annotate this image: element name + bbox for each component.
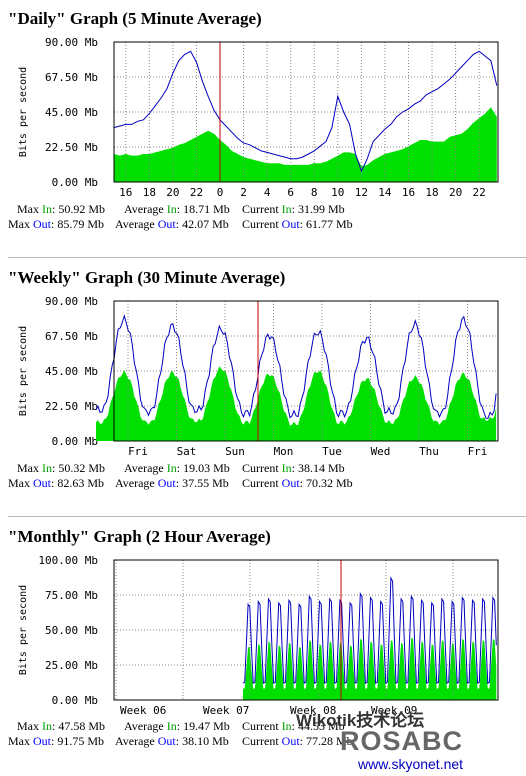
max-out-stat: Max Out: 85.79 Mb: [8, 217, 105, 231]
y-tick-label: 22.50 Mb: [45, 141, 98, 154]
out-traffic-line: [95, 314, 497, 419]
y-tick-label: 50.00 Mb: [45, 624, 98, 637]
x-tick-label: 20: [166, 186, 179, 199]
max-in-stat: Max In: 50.32 Mb: [17, 461, 106, 475]
x-tick-label: Mon: [274, 445, 294, 458]
x-tick-label: Sat: [177, 445, 197, 458]
average-out-stat: Average Out: 37.55 Mb: [115, 476, 229, 490]
watermark-line1: Wikotik技术论坛: [296, 711, 425, 730]
x-tick-label: 22: [473, 186, 486, 199]
y-tick-label: 90.00 Mb: [45, 295, 98, 308]
plot-frame: [113, 300, 499, 442]
x-tick-label: 4: [264, 186, 271, 199]
y-tick-label: 0.00 Mb: [52, 176, 98, 189]
x-tick-label: 12: [355, 186, 368, 199]
x-tick-label: Week 06: [120, 704, 166, 717]
average-in-stat: Average In: 19.47 Mb: [124, 719, 230, 733]
y-tick-label: 22.50 Mb: [45, 400, 98, 413]
x-tick-label: Week 08: [290, 704, 336, 717]
y-tick-label: 45.00 Mb: [45, 106, 98, 119]
plot-frame: [113, 41, 499, 183]
in-traffic-area: [243, 637, 497, 700]
y-tick-label: 45.00 Mb: [45, 365, 98, 378]
y-tick-label: 75.00 Mb: [45, 589, 98, 602]
y-axis-label: Bits per second: [18, 585, 29, 675]
current-out-stat: Current Out: 70.32 Mb: [242, 476, 353, 490]
x-tick-label: Fri: [128, 445, 148, 458]
x-tick-label: Wed: [371, 445, 391, 458]
current-out-stat: Current Out: 77.28 Mb: [242, 734, 353, 748]
x-tick-label: 0: [217, 186, 224, 199]
watermark-line2: ROSABC: [340, 726, 464, 756]
x-tick-label: Week 07: [203, 704, 249, 717]
watermark-line3: www.skyonet.net: [358, 756, 464, 772]
x-tick-label: 16: [119, 186, 132, 199]
y-axis-label: Bits per second: [18, 326, 29, 416]
x-tick-label: 8: [311, 186, 318, 199]
x-tick-label: 18: [143, 186, 156, 199]
graph-title: "Daily" Graph (5 Minute Average): [8, 9, 262, 28]
x-tick-label: 18: [425, 186, 438, 199]
graph-title: "Weekly" Graph (30 Minute Average): [8, 268, 286, 287]
graph-title: "Monthly" Graph (2 Hour Average): [8, 527, 271, 546]
section-divider: [8, 516, 526, 517]
monthly-traffic-chart: 0.00 Mb 25.00 Mb 50.00 Mb 75.00 Mb 100.00 Mb…: [18, 554, 499, 717]
average-in-stat: Average In: 18.71 Mb: [124, 202, 230, 216]
x-tick-label: 2: [240, 186, 247, 199]
y-tick-label: 25.00 Mb: [45, 659, 98, 672]
x-tick-label: 22: [190, 186, 203, 199]
current-out-stat: Current Out: 61.77 Mb: [242, 217, 353, 231]
max-in-stat: Max In: 50.92 Mb: [17, 202, 106, 216]
in-traffic-area: [114, 107, 497, 182]
in-traffic-area: [96, 366, 497, 441]
out-traffic-line: [113, 50, 498, 173]
y-tick-label: 67.50 Mb: [45, 330, 98, 343]
average-in-stat: Average In: 19.03 Mb: [124, 461, 230, 475]
plot-frame: [113, 559, 499, 701]
max-in-stat: Max In: 47.58 Mb: [17, 719, 106, 733]
x-tick-label: 10: [331, 186, 344, 199]
y-axis-label: Bits per second: [18, 67, 29, 157]
average-out-stat: Average Out: 38.10 Mb: [115, 734, 229, 748]
y-tick-label: 0.00 Mb: [52, 435, 98, 448]
monthly-graph-section: "Monthly" Graph (2 Hour Average) 0.00 Mb…: [0, 517, 526, 776]
x-tick-label: Fri: [468, 445, 488, 458]
x-tick-label: 6: [287, 186, 294, 199]
y-tick-label: 67.50 Mb: [45, 71, 98, 84]
x-tick-label: 16: [402, 186, 415, 199]
average-out-stat: Average Out: 42.07 Mb: [115, 217, 229, 231]
section-divider: [8, 257, 526, 258]
y-tick-label: 100.00 Mb: [38, 554, 98, 567]
y-tick-label: 90.00 Mb: [45, 36, 98, 49]
y-tick-label: 0.00 Mb: [52, 694, 98, 707]
weekly-traffic-chart: 0.00 Mb 22.50 Mb 45.00 Mb 67.50 Mb 90.00 Mb B…: [18, 295, 499, 458]
x-tick-label: Tue: [322, 445, 342, 458]
x-tick-label: 14: [378, 186, 392, 199]
max-out-stat: Max Out: 91.75 Mb: [8, 734, 105, 748]
daily-graph-section: "Daily" Graph (5 Minute Average) 0.00 Mb…: [0, 0, 526, 258]
current-in-stat: Current In: 38.14 Mb: [242, 461, 345, 475]
x-tick-label: Week 09: [371, 704, 417, 717]
x-tick-label: Thu: [419, 445, 439, 458]
max-out-stat: Max Out: 82.63 Mb: [8, 476, 105, 490]
x-tick-label: 20: [449, 186, 462, 199]
out-traffic-line: [242, 576, 497, 685]
current-in-stat: Current In: 31.99 Mb: [242, 202, 345, 216]
daily-traffic-chart: 0.00 Mb 22.50 Mb 45.00 Mb 67.50 Mb 90.00 Mb B…: [18, 36, 499, 199]
x-tick-label: Sun: [225, 445, 245, 458]
weekly-graph-section: "Weekly" Graph (30 Minute Average) 0.00 …: [0, 258, 526, 516]
current-in-stat: Current In: 44.53 Mb: [242, 719, 345, 733]
